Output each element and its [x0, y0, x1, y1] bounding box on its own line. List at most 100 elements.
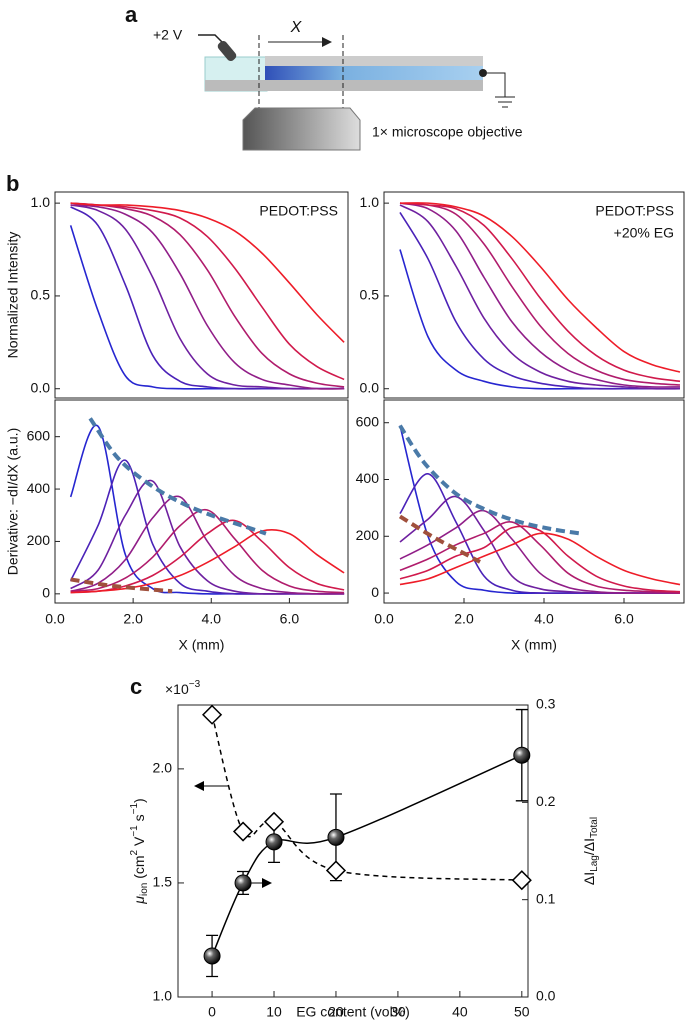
label-part: μ: [131, 896, 147, 905]
x-tick-label: 2.0: [123, 611, 143, 627]
y-tick-label: 0: [42, 585, 50, 601]
y2-tick-label: 0.0: [536, 988, 556, 1004]
sphere-marker: [203, 947, 221, 965]
label-part: Total: [589, 817, 600, 838]
curve: [70, 202, 345, 388]
distance-label: X: [290, 19, 303, 36]
y-tick-label: 2.0: [153, 760, 173, 776]
curve: [399, 521, 681, 594]
label-part: V: [131, 836, 147, 850]
x-tick-label: 0.0: [374, 611, 394, 627]
label-part: ): [131, 798, 147, 803]
ground: [487, 72, 515, 108]
y-tick-label: 600: [356, 413, 380, 429]
diamond-marker: [263, 811, 285, 832]
curve: [399, 212, 680, 390]
panel-label: b: [6, 171, 19, 196]
x-tick-label: 6.0: [614, 611, 634, 627]
y2-tick-label: 0.1: [536, 890, 556, 906]
plot-frame: [54, 399, 349, 604]
curve: [70, 495, 345, 595]
curve: [399, 249, 680, 390]
label-part: s: [131, 814, 147, 825]
y-tick-label: 1.5: [153, 874, 173, 890]
x-tick-label: 30: [390, 1004, 406, 1020]
y-tick-label: 0.5: [360, 287, 380, 303]
curve: [399, 202, 681, 388]
curve: [70, 202, 345, 381]
x-axis-label: X (mm): [179, 637, 225, 653]
objective-label: 1× microscope objective: [372, 124, 523, 140]
label-part: (cm: [131, 855, 147, 882]
diamond-marker: [232, 821, 254, 842]
x-tick-label: 4.0: [534, 611, 554, 627]
diamond-marker: [511, 870, 532, 891]
y-tick-label: 400: [27, 480, 51, 496]
y-tick-label: 1.0: [31, 194, 51, 210]
annotation: +20% EG: [614, 225, 674, 241]
contact: [479, 69, 487, 77]
annotation: PEDOT:PSS: [595, 203, 674, 219]
curve: [70, 529, 345, 594]
y-tick-label: 200: [27, 532, 51, 548]
curve: [399, 204, 681, 390]
y-tick-label: 400: [356, 470, 380, 486]
annotation: PEDOT:PSS: [259, 203, 338, 219]
curve: [70, 204, 345, 390]
y-axis-label: Derivative: −dI/dX (a.u.): [5, 428, 21, 575]
axis-arrow-head: [262, 878, 272, 888]
curve: [399, 532, 681, 586]
curve: [70, 202, 345, 343]
y2-axis-label: ΔILag/ΔITotal: [581, 817, 600, 885]
trend-line: [211, 754, 523, 957]
diamond-marker: [325, 860, 347, 881]
x-tick-label: 40: [452, 1004, 468, 1020]
x-tick-label: 10: [266, 1004, 282, 1020]
x-tick-label: 2.0: [454, 611, 474, 627]
y-tick-label: 0.5: [31, 287, 51, 303]
panel-label: c: [130, 674, 142, 699]
curve: [399, 509, 680, 594]
curve: [399, 202, 681, 386]
x-axis-label: X (mm): [511, 637, 557, 653]
curve: [70, 508, 345, 594]
substrate: [205, 80, 483, 91]
multiplier: ×10−3: [165, 679, 201, 697]
multiplier-base: ×10: [165, 681, 189, 697]
y-axis-label: μion (cm2 V−1 s−1): [129, 798, 150, 904]
y2-tick-label: 0.2: [536, 793, 556, 809]
objective: [242, 107, 361, 151]
y-tick-label: 0.0: [360, 379, 380, 395]
panel-label: a: [125, 2, 138, 27]
sphere-marker: [513, 746, 531, 764]
y-tick-label: 1.0: [153, 988, 173, 1004]
curve: [69, 225, 345, 390]
label-part: Lag: [589, 855, 600, 872]
device-diagram: a +2 V X 1× microscope objective: [125, 2, 523, 151]
y-tick-label: 200: [356, 527, 380, 543]
x-tick-label: 50: [514, 1004, 530, 1020]
y-tick-label: 0: [371, 584, 379, 600]
sphere-marker: [265, 833, 283, 851]
multiplier-exp: −3: [189, 679, 201, 690]
x-tick-label: 20: [328, 1004, 344, 1020]
sphere-marker: [327, 828, 345, 846]
label-part: 2: [129, 849, 140, 855]
probe: [217, 40, 237, 62]
label-part: /ΔI: [581, 838, 597, 855]
x-tick-label: 0.0: [45, 611, 65, 627]
diamond-marker: [202, 704, 223, 725]
fit-curve: [70, 577, 173, 594]
y-tick-label: 600: [27, 427, 51, 443]
curve: [399, 202, 681, 383]
y-tick-label: 0.0: [31, 379, 51, 395]
top-layer: [265, 56, 483, 66]
x-tick-label: 6.0: [280, 611, 300, 627]
plot-frame: [177, 704, 529, 998]
plot-frame: [383, 399, 685, 604]
y2-tick-label: 0.3: [536, 696, 556, 712]
label-part: ion: [139, 883, 150, 896]
y-axis-label: Normalized Intensity: [5, 232, 21, 359]
